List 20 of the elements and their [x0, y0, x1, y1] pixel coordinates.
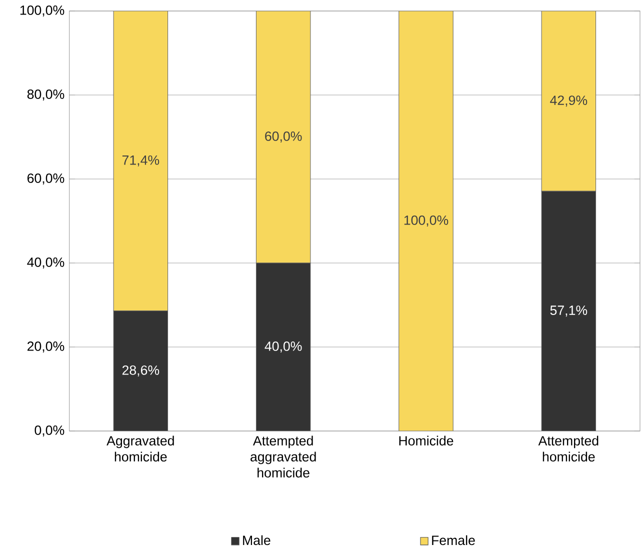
x-tick-label: Attempted homicide: [538, 436, 598, 462]
x-tick-label: Aggravated homicide: [106, 436, 174, 462]
data-label: 28,6%: [122, 365, 160, 376]
y-tick-label: 20,0%: [27, 342, 64, 353]
data-label: 42,9%: [550, 96, 588, 107]
x-tick-label: Attempted aggravated homicide: [250, 436, 316, 478]
legend-label: Male: [243, 535, 270, 546]
data-label: 40,0%: [264, 342, 302, 353]
legend-label: Female: [432, 535, 475, 546]
data-label: 60,0%: [265, 131, 302, 143]
data-label: 71,4%: [122, 155, 160, 166]
y-tick-label: 40,0%: [27, 258, 64, 269]
y-tick-label: 0,0%: [34, 426, 64, 437]
y-tick-label: 80,0%: [27, 90, 64, 101]
data-label: 57,1%: [550, 306, 588, 317]
bar: [398, 11, 454, 431]
y-tick-label: 60,0%: [27, 174, 64, 185]
y-tick-label: 100,0%: [20, 6, 64, 17]
data-label: 100,0%: [404, 216, 448, 227]
x-tick-label: Homicide: [399, 436, 454, 446]
